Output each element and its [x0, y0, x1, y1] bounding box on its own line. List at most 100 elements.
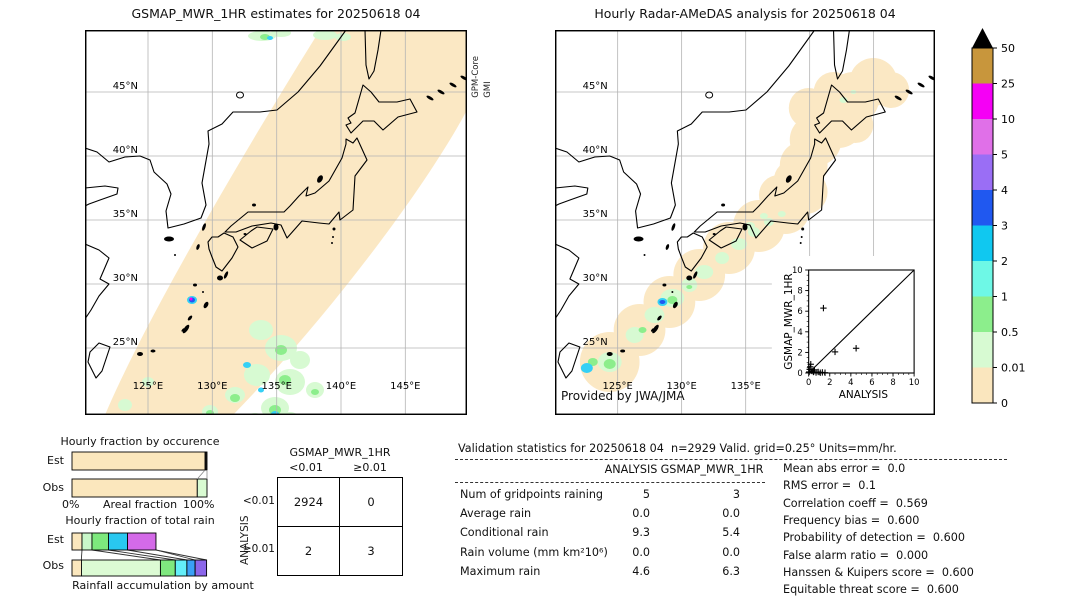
totalrain-est-label: Est [47, 533, 64, 546]
bar-segment [194, 559, 208, 577]
colorbar-segment [972, 119, 993, 155]
inset-y-tick: 0 [797, 368, 802, 378]
analysis-rain-layer [579, 58, 910, 392]
colorbar-segment [972, 332, 993, 368]
radar-amedas-map: 00224466881010ANALYSISGSMAP_MWR_1HR45°N4… [555, 30, 935, 415]
stats-row-label: Conditional rain [460, 526, 549, 540]
stats-gsmap-value: 6.3 [722, 564, 740, 578]
colorbar-segment [972, 83, 993, 120]
colorbar-tick-label: 0.01 [1001, 362, 1026, 375]
occurrence-xaxis-label: Areal fraction [102, 498, 178, 511]
inset-y-tick: 10 [792, 265, 803, 275]
scatter-inset: 00 2 2 4 4 6 6 8 8 10 10 ANALYSIS GSMAP_MWR_1HR [771, 256, 935, 414]
stats-metric: Probability of detection = 0.600 [783, 531, 965, 545]
contingency-cell-hits: 3 [367, 543, 375, 558]
map-tick-labels: 45°N 40°N 35°N 30°N 25°N 125°E 130°E 135°E [583, 81, 761, 392]
colorbar-segment [972, 261, 993, 297]
rain-rate-colorbar: 50 25 10 5 4 3 2 1 0.5 0.01 0 [971, 28, 1026, 410]
inset-x-tick: 6 [869, 377, 874, 387]
inset-ylabel: GSMAP_MWR_1HR [783, 273, 795, 369]
colorbar-tick-label: 25 [1001, 78, 1015, 91]
credit-label: Provided by JWA/JMA [561, 389, 685, 403]
validation-title: Validation statistics for 20250618 04 n=… [458, 442, 897, 455]
stats-row-label: Maximum rain [460, 564, 541, 578]
bar-segment [159, 559, 176, 577]
bar-segment [204, 451, 208, 471]
occurrence-chart-title: Hourly fraction by occurence [60, 435, 220, 448]
bar-segment [71, 532, 83, 551]
sensor-line-gpm-core: GPM-Core [471, 56, 481, 98]
stats-metric: Mean abs error = 0.0 [783, 462, 906, 475]
colorbar-segment [972, 367, 993, 404]
colorbar-tick-label: 5 [1001, 149, 1008, 162]
occurrence-x0-label: 0% [62, 498, 80, 511]
stats-gsmap-value: 0.0 [722, 507, 740, 521]
colorbar-tick-label: 0 [1001, 397, 1008, 410]
stats-metric: Frequency bias = 0.600 [783, 513, 920, 527]
lat-tick-label: 40°N [113, 145, 138, 156]
stats-gsmap-value: 3 [732, 488, 740, 501]
stats-metric: Equitable threat score = 0.600 [783, 583, 959, 597]
stats-analysis-value: 0.0 [632, 507, 650, 521]
colorbar-tick-label: 50 [1001, 42, 1015, 55]
inset-y-tick: 6 [797, 306, 802, 316]
dashed-divider-top [455, 459, 1007, 460]
colorbar-segment [972, 190, 993, 226]
sensor-label: GPM-Core GMI [471, 56, 494, 98]
totalrain-chart-title: Hourly fraction of total rain [65, 514, 215, 527]
right-map-title: Hourly Radar-AMeDAS analysis for 2025061… [594, 6, 896, 21]
inset-x-tick: 2 [827, 377, 832, 387]
colorbar-tick-label: 10 [1001, 113, 1015, 126]
gsmap-estimate-map: 45°N 40°N 35°N 30°N 25°N 125°E 130°E 135°E 140°E… [85, 30, 467, 415]
stats-analysis-value: 4.6 [632, 564, 650, 578]
occurrence-est-label: Est [47, 454, 64, 467]
contingency-col-label-ge: ≥0.01 [353, 461, 387, 474]
bar-segment [81, 532, 93, 551]
stats-row-label: Average rain [460, 507, 532, 521]
stats-analysis-value: 9.3 [632, 526, 650, 540]
lat-tick-label: 45°N [113, 81, 138, 92]
lon-tick-label: 135°E [731, 381, 761, 392]
bar-segment [91, 532, 109, 551]
contingency-row-label-ge: ≥0.01 [242, 543, 275, 555]
stats-row-label: Rain volume (mm km²10⁶) [460, 545, 608, 559]
bar-segment [127, 532, 157, 551]
bar-segment [71, 559, 82, 577]
inset-y-tick: 4 [797, 327, 802, 337]
colorbar-tick-label: 0.5 [1001, 326, 1019, 339]
coastlines [555, 30, 886, 379]
occurrence-x1-label: 100% [183, 498, 215, 511]
lat-tick-label: 25°N [113, 337, 138, 348]
validation-statistics-panel: Validation statistics for 20250618 04 n=… [455, 440, 1015, 610]
fraction-bar-charts [71, 451, 208, 577]
lon-tick-label: 130°E [197, 381, 227, 392]
lon-tick-label: 130°E [667, 381, 697, 392]
occurrence-obs-label: Obs [42, 481, 64, 494]
stats-metric: RMS error = 0.1 [783, 479, 877, 493]
contingency-title: GSMAP_MWR_1HR [289, 446, 391, 459]
inset-x-tick: 8 [890, 377, 895, 387]
stats-gsmap-value: 5.4 [722, 526, 740, 540]
stats-analysis-value: 0.0 [632, 545, 650, 559]
totalrain-obs-label: Obs [42, 559, 64, 572]
stats-metric: Hanssen & Kuipers score = 0.600 [783, 565, 974, 579]
colorbar-segment [972, 296, 993, 333]
colorbar-tick-label: 4 [1001, 184, 1008, 197]
inset-x-tick: 0 [806, 377, 811, 387]
contingency-cell-false: 0 [340, 478, 402, 527]
inset-y-tick: 8 [797, 286, 802, 296]
lat-tick-label: 25°N [583, 337, 608, 348]
colorbar-segment [972, 225, 993, 262]
bar-segment [71, 451, 206, 471]
lat-tick-label: 30°N [113, 273, 138, 284]
lon-tick-label: 140°E [326, 381, 356, 392]
stats-analysis-value: 5 [642, 488, 650, 501]
bar-segment [174, 559, 188, 577]
bar-segment [107, 532, 128, 551]
small-islands [137, 75, 467, 356]
lon-tick-label: 135°E [261, 381, 291, 392]
dashed-divider-header [455, 482, 765, 483]
colorbar-tick-label: 1 [1001, 291, 1008, 304]
graticule [85, 30, 467, 415]
colorbar-overflow-triangle [972, 28, 993, 48]
